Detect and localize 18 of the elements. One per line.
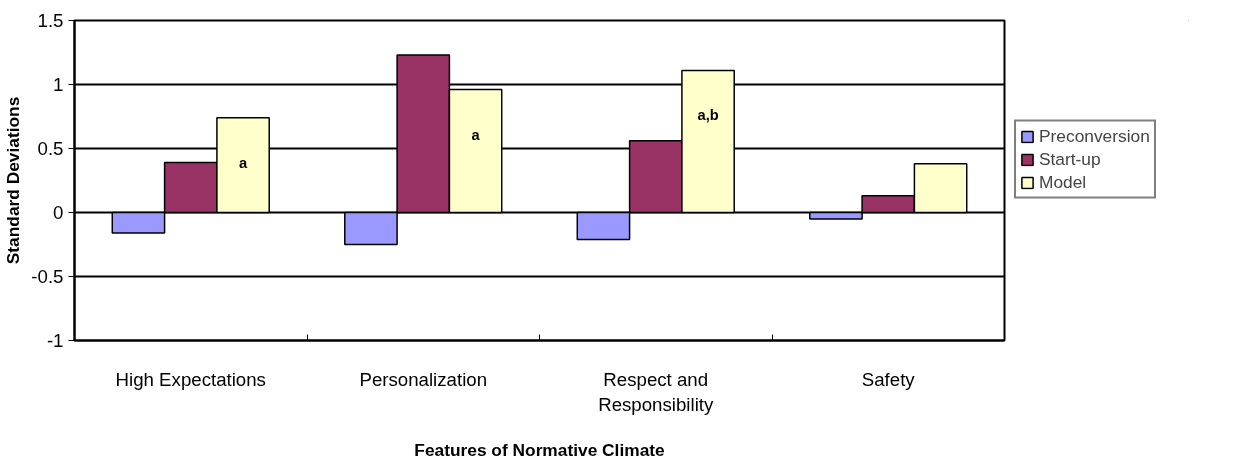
- y-tick-label: -0.5: [31, 266, 64, 287]
- x-tick-label: Respect and Responsibility: [598, 368, 714, 415]
- annotation: a: [471, 126, 481, 143]
- legend-label: Start-up: [1039, 148, 1101, 170]
- y-tick-label: 1.5: [37, 10, 64, 31]
- x-tick-label: Safety: [861, 368, 916, 390]
- y-tick-label: 0.5: [37, 138, 64, 159]
- y-axis-title: Standard Deviations: [3, 96, 24, 265]
- annotation: a: [238, 154, 248, 171]
- x-tick-label: Personalization: [359, 368, 488, 390]
- y-tick-label: 0: [53, 202, 64, 223]
- y-tick-label: -1: [46, 330, 64, 351]
- legend-label: Preconversion: [1039, 125, 1150, 147]
- x-axis-title: Features of Normative Climate: [414, 439, 666, 460]
- x-tick-label: High Expectations: [115, 368, 266, 390]
- y-tick-label: 1: [53, 74, 64, 95]
- legend-label: Model: [1039, 171, 1087, 193]
- annotation: a,b: [697, 107, 719, 124]
